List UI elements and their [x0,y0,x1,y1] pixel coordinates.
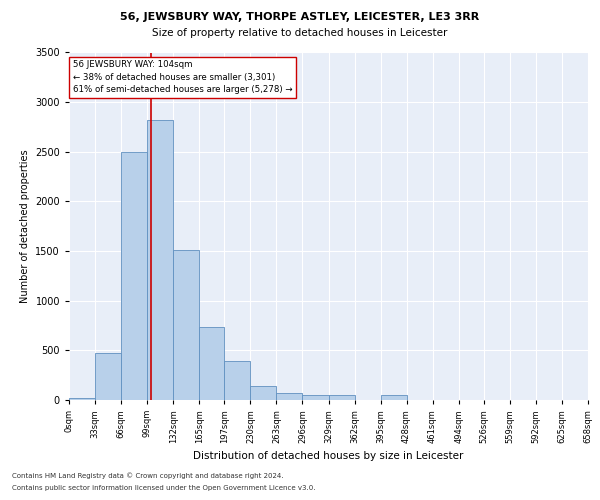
Text: 56, JEWSBURY WAY, THORPE ASTLEY, LEICESTER, LE3 3RR: 56, JEWSBURY WAY, THORPE ASTLEY, LEICEST… [121,12,479,22]
Bar [173,250,199,400]
Bar [380,394,407,400]
Text: Contains HM Land Registry data © Crown copyright and database right 2024.: Contains HM Land Registry data © Crown c… [12,472,284,479]
Bar [302,394,329,400]
Text: 56 JEWSBURY WAY: 104sqm
← 38% of detached houses are smaller (3,301)
61% of semi: 56 JEWSBURY WAY: 104sqm ← 38% of detache… [73,60,293,94]
Bar [224,362,250,400]
Bar [147,120,173,400]
Y-axis label: Number of detached properties: Number of detached properties [20,150,29,303]
Bar [329,394,355,400]
X-axis label: Distribution of detached houses by size in Leicester: Distribution of detached houses by size … [193,451,464,461]
Bar [121,152,147,400]
Bar [95,354,121,400]
Bar [69,398,95,400]
Text: Size of property relative to detached houses in Leicester: Size of property relative to detached ho… [152,28,448,38]
Text: Contains public sector information licensed under the Open Government Licence v3: Contains public sector information licen… [12,485,316,491]
Bar [199,326,224,400]
Bar [250,386,277,400]
Bar [277,392,302,400]
